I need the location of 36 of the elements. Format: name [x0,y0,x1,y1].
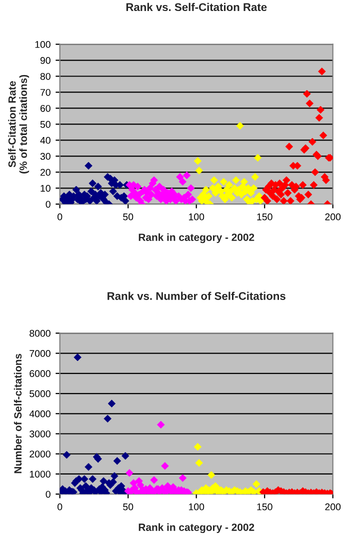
y-tick-label: 50 [40,120,50,128]
y-tick-label: 7000 [30,350,50,357]
y-tick-label: 70 [40,88,50,96]
x-tick-label: 100 [188,213,204,220]
x-tick-label: 50 [123,503,134,510]
y-tick-label: 80 [40,72,50,80]
y-tick-label: 3000 [30,430,50,438]
y-tick-label: 30 [40,152,50,160]
x-tick-label: 0 [58,503,62,510]
y-tick-label: 40 [40,136,50,144]
y-axis-title: Number of Self-citations [14,354,22,474]
x-tick-label: 150 [257,503,272,510]
y-tick-label: 90 [40,57,50,64]
y-tick-label: 2000 [30,450,50,458]
x-tick-label: 100 [188,503,204,510]
y-tick-label: 0 [46,200,50,208]
y-tick-label: 60 [40,104,50,112]
y-tick-label: 6000 [30,370,50,378]
y-tick-label: 10 [40,184,50,192]
x-tick-label: 50 [123,213,134,220]
x-tick-label: 200 [325,503,341,510]
y-tick-label: 4000 [29,410,50,418]
x-axis-title: Rank in category - 2002 [138,233,254,244]
y-tick-label: 1000 [30,470,50,478]
x-tick-label: 200 [325,213,341,220]
x-axis-title: Rank in category - 2002 [138,523,254,534]
y-tick-label: 5000 [30,390,50,398]
chart-title: Rank vs. Number of Self-Citations [108,292,286,300]
y-tick-label: 100 [35,41,50,48]
y-axis-title: Self-Citation Rate (% of total citations) [8,74,30,174]
x-tick-label: 0 [58,213,62,220]
x-tick-label: 150 [257,213,272,220]
y-tick-label: 8000 [30,330,50,337]
y-tick-label: 20 [40,168,50,176]
y-tick-label: 0 [46,490,50,498]
chart-title: Rank vs. Self-Citation Rate [126,2,267,12]
